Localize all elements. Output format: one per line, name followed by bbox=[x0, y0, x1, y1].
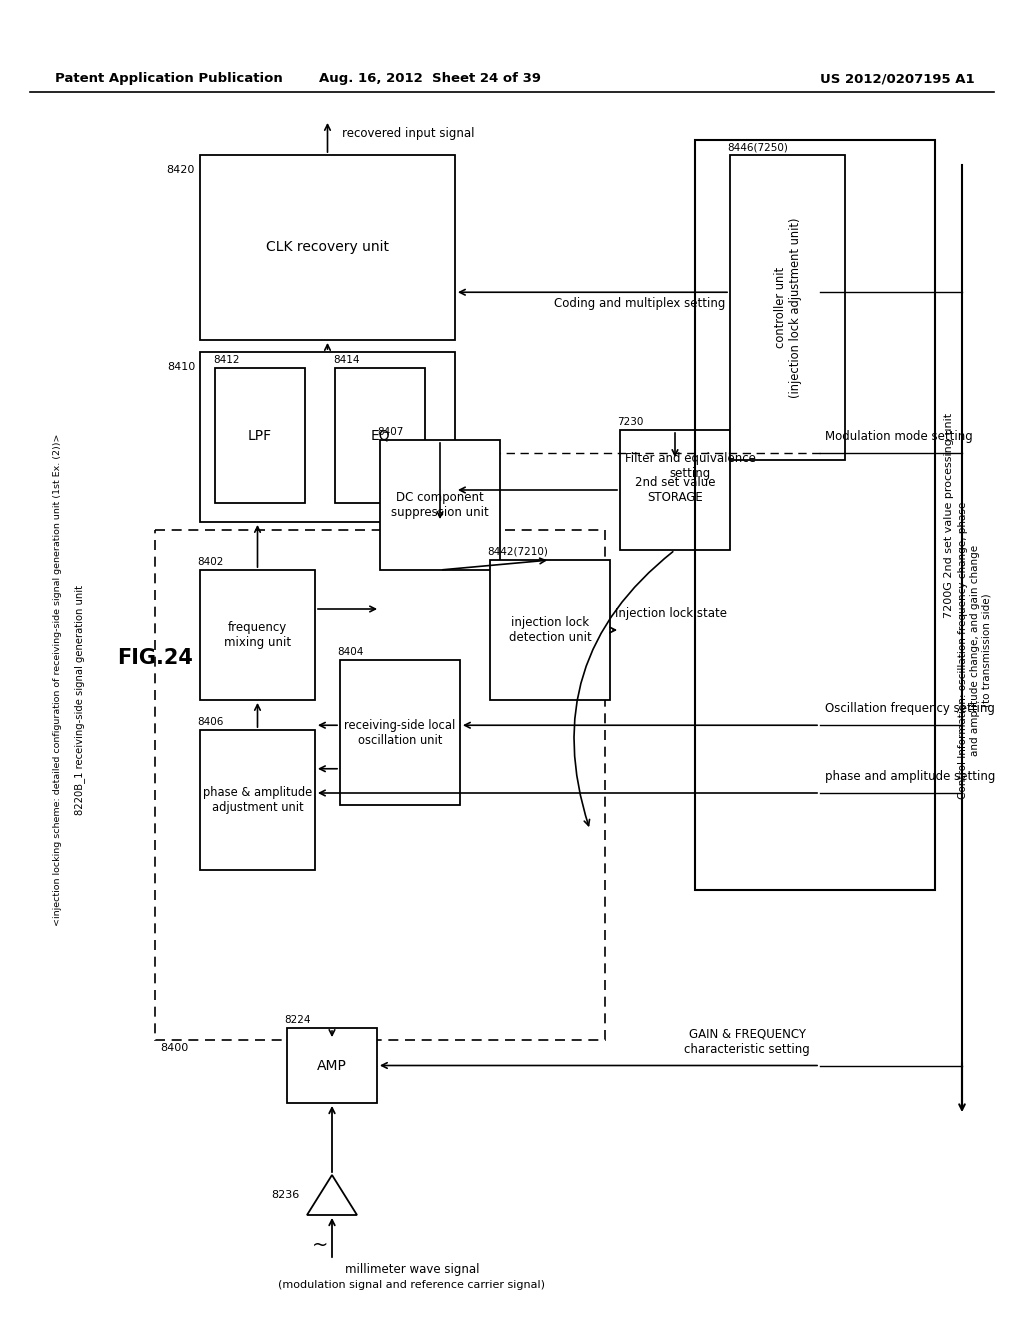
Text: 8236: 8236 bbox=[271, 1191, 300, 1200]
Text: 2nd set value
STORAGE: 2nd set value STORAGE bbox=[635, 477, 715, 504]
Text: AMP: AMP bbox=[317, 1059, 347, 1072]
Text: Injection lock state: Injection lock state bbox=[615, 607, 727, 620]
Bar bbox=[340, 660, 460, 805]
Bar bbox=[200, 154, 455, 341]
Text: 8220B_1 receiving-side signal generation unit: 8220B_1 receiving-side signal generation… bbox=[75, 585, 85, 814]
Bar bbox=[287, 1028, 377, 1104]
Text: 8410: 8410 bbox=[167, 362, 195, 372]
Text: 8402: 8402 bbox=[197, 557, 223, 568]
Text: 8442(7210): 8442(7210) bbox=[487, 546, 548, 557]
Bar bbox=[200, 570, 315, 700]
Text: DC component
suppression unit: DC component suppression unit bbox=[391, 491, 488, 519]
Text: 8400: 8400 bbox=[160, 1043, 188, 1053]
Text: 8404: 8404 bbox=[337, 647, 364, 657]
Bar bbox=[200, 352, 455, 521]
Text: GAIN & FREQUENCY
characteristic setting: GAIN & FREQUENCY characteristic setting bbox=[684, 1027, 810, 1056]
Text: injection lock
detection unit: injection lock detection unit bbox=[509, 616, 592, 644]
Text: 8446(7250): 8446(7250) bbox=[727, 143, 787, 152]
Bar bbox=[380, 440, 500, 570]
Text: frequency
mixing unit: frequency mixing unit bbox=[224, 620, 291, 649]
Text: 8420: 8420 bbox=[167, 165, 195, 176]
Text: millimeter wave signal: millimeter wave signal bbox=[345, 1263, 479, 1276]
Text: Modulation mode setting: Modulation mode setting bbox=[825, 430, 973, 444]
Text: Aug. 16, 2012  Sheet 24 of 39: Aug. 16, 2012 Sheet 24 of 39 bbox=[319, 73, 541, 84]
Text: Patent Application Publication: Patent Application Publication bbox=[55, 73, 283, 84]
Text: Oscillation frequency setting: Oscillation frequency setting bbox=[825, 702, 995, 715]
Text: recovered input signal: recovered input signal bbox=[342, 127, 475, 140]
Bar bbox=[200, 730, 315, 870]
Text: (modulation signal and reference carrier signal): (modulation signal and reference carrier… bbox=[279, 1280, 546, 1290]
Text: 8224: 8224 bbox=[284, 1015, 310, 1026]
Text: EQ: EQ bbox=[371, 429, 390, 442]
Text: 7230: 7230 bbox=[617, 417, 643, 426]
Text: 8412: 8412 bbox=[213, 355, 240, 366]
Text: CLK recovery unit: CLK recovery unit bbox=[266, 240, 389, 255]
Bar bbox=[335, 368, 425, 503]
Bar bbox=[490, 560, 610, 700]
Bar bbox=[155, 531, 605, 1040]
Text: Coding and multiplex setting: Coding and multiplex setting bbox=[554, 297, 725, 310]
Text: phase and amplitude setting: phase and amplitude setting bbox=[825, 770, 995, 783]
Text: <injection locking scheme: detailed configuration of receiving-side signal gener: <injection locking scheme: detailed conf… bbox=[53, 434, 62, 927]
Text: Control Information: oscillation frequency change, phase
and amplitude change, a: Control Information: oscillation frequen… bbox=[958, 502, 991, 799]
Text: Filter and equivalence
setting: Filter and equivalence setting bbox=[625, 451, 756, 480]
Bar bbox=[215, 368, 305, 503]
Text: ~: ~ bbox=[312, 1236, 328, 1254]
Text: US 2012/0207195 A1: US 2012/0207195 A1 bbox=[820, 73, 975, 84]
Bar bbox=[730, 154, 845, 459]
Bar bbox=[695, 140, 935, 890]
Text: 8406: 8406 bbox=[197, 717, 223, 727]
Text: LPF: LPF bbox=[248, 429, 272, 442]
Text: receiving-side local
oscillation unit: receiving-side local oscillation unit bbox=[344, 718, 456, 747]
Text: controller unit
(injection lock adjustment unit): controller unit (injection lock adjustme… bbox=[773, 218, 802, 397]
Text: phase & amplitude
adjustment unit: phase & amplitude adjustment unit bbox=[203, 785, 312, 814]
Text: FIG.24: FIG.24 bbox=[117, 648, 193, 668]
Text: 8407: 8407 bbox=[377, 426, 403, 437]
Text: 8414: 8414 bbox=[333, 355, 359, 366]
Bar bbox=[620, 430, 730, 550]
Text: 7200G 2nd set value processing unit: 7200G 2nd set value processing unit bbox=[944, 412, 954, 618]
